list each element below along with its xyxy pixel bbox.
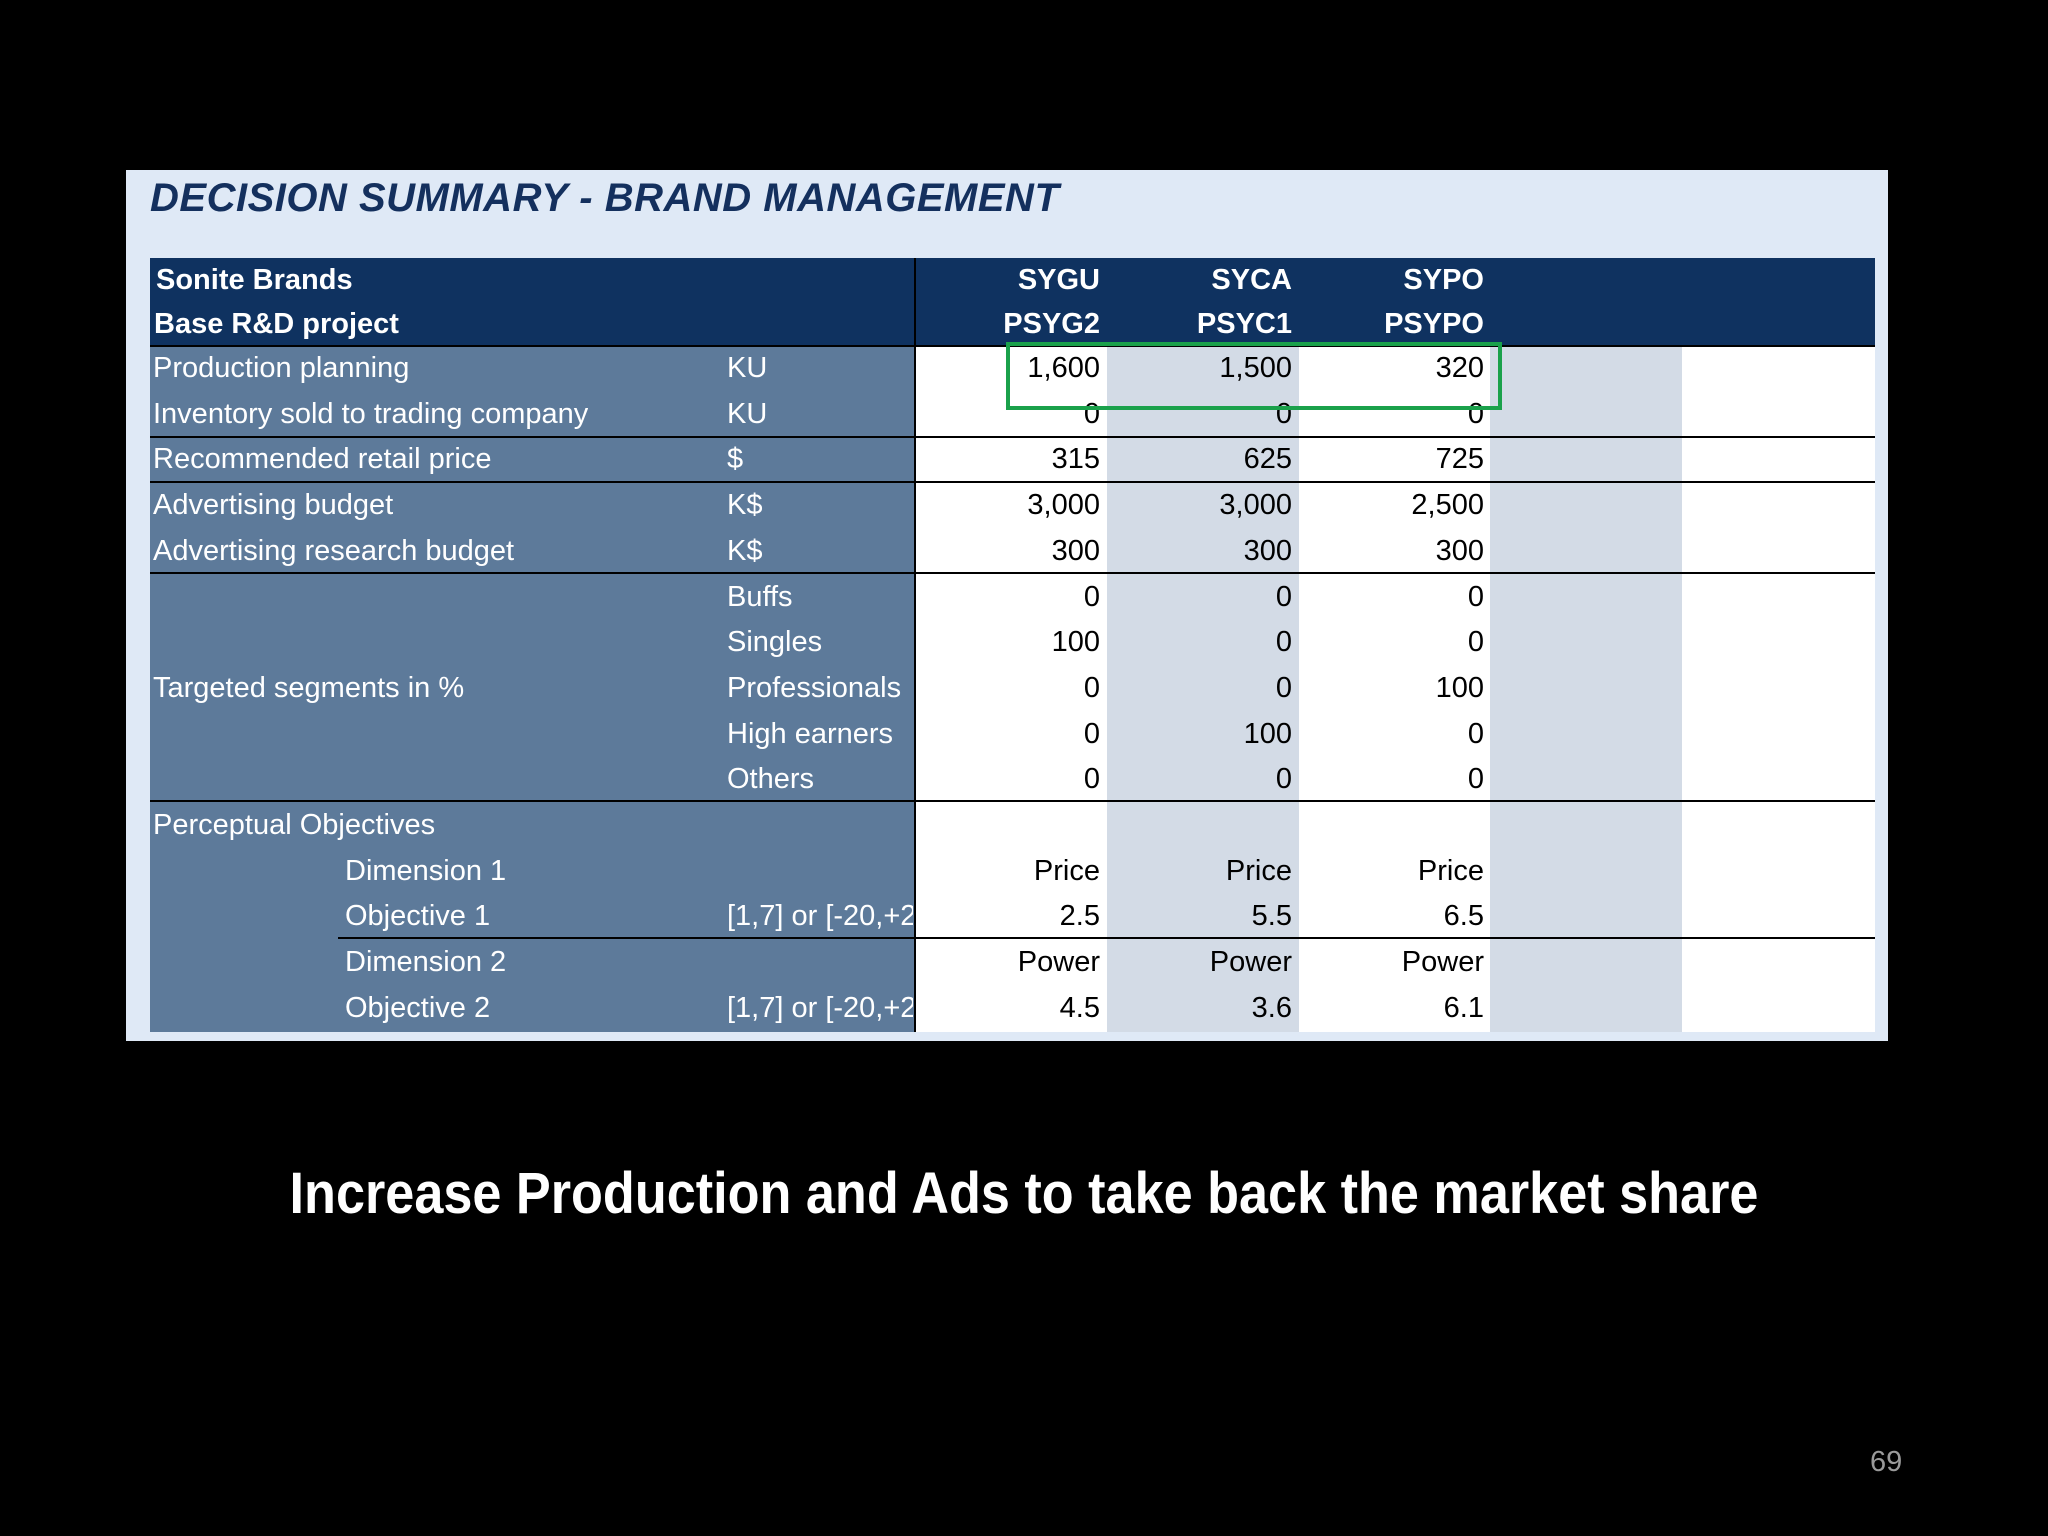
row-divider — [150, 800, 1875, 802]
row-unit: K$ — [727, 489, 763, 521]
value-cell — [1334, 803, 1484, 847]
row-label: Production planning — [153, 352, 410, 384]
row-label: Targeted segments in % — [153, 672, 465, 704]
row-unit: Professionals — [727, 672, 902, 704]
value-cell: 300 — [1243, 535, 1292, 567]
value-cell: 0 — [1083, 763, 1100, 795]
value-cell: 0 — [1467, 763, 1484, 795]
value-cell: 1,600 — [1027, 352, 1100, 384]
value-cell: 625 — [1243, 443, 1292, 475]
row-unit: Singles — [727, 626, 823, 658]
row-unit: [1,7] or [-20,+20] — [727, 992, 913, 1024]
header-base-rd-project: Base R&D project — [154, 308, 399, 340]
decision-summary-table: Sonite Brands Base R&D project SYGU SYCA… — [150, 258, 1875, 1032]
value-cell: 300 — [1435, 535, 1484, 567]
value-cell: 3.6 — [1251, 992, 1292, 1024]
value-cell: 100 — [1435, 672, 1484, 704]
project-psypo: PSYPO — [1384, 308, 1484, 340]
row-divider — [150, 572, 1875, 574]
value-cell: 100 — [1051, 626, 1100, 658]
row-unit — [727, 803, 913, 847]
value-cell: 3,000 — [1027, 489, 1100, 521]
project-psyc1: PSYC1 — [1196, 308, 1292, 340]
row-unit: KU — [727, 398, 768, 430]
slide-caption: Increase Production and Ads to take back… — [289, 1161, 1759, 1226]
page-number: 69 — [1870, 1446, 1903, 1478]
column-divider — [914, 258, 916, 1032]
project-psyg2: PSYG2 — [1003, 308, 1100, 340]
row-unit: High earners — [727, 718, 894, 750]
value-cell: 0 — [1467, 718, 1484, 750]
value-cell: 320 — [1435, 352, 1484, 384]
row-unit: KU — [727, 352, 768, 384]
header-sonite-brands: Sonite Brands — [156, 264, 353, 296]
value-cell — [950, 803, 1100, 847]
value-cell: 6.5 — [1443, 900, 1484, 932]
row-label: Objective 2 — [345, 992, 491, 1024]
value-cell: 4.5 — [1059, 992, 1100, 1024]
value-cell: 2,500 — [1411, 489, 1484, 521]
value-cell: 0 — [1083, 581, 1100, 613]
row-label: Advertising research budget — [153, 535, 515, 567]
value-cell: 0 — [1083, 718, 1100, 750]
value-cell: 0 — [1275, 626, 1292, 658]
value-cell: 0 — [1275, 672, 1292, 704]
value-cell: Power — [1209, 946, 1292, 978]
row-unit: [1,7] or [-20,+20] — [727, 900, 913, 932]
value-cell: 0 — [1275, 763, 1292, 795]
value-cell: Price — [1033, 855, 1100, 887]
row-label: Inventory sold to trading company — [153, 398, 589, 430]
table-header-background — [150, 258, 1875, 346]
value-cell: Price — [1225, 855, 1292, 887]
row-unit — [727, 940, 913, 984]
value-cell: 6.1 — [1443, 992, 1484, 1024]
value-cell: 300 — [1051, 535, 1100, 567]
value-cell: 3,000 — [1219, 489, 1292, 521]
value-cell: 0 — [1467, 626, 1484, 658]
column-band-empty — [1490, 346, 1682, 1032]
value-cell: 1,500 — [1219, 352, 1292, 384]
row-label: Objective 1 — [345, 900, 491, 932]
value-cell: 5.5 — [1251, 900, 1292, 932]
row-unit: Buffs — [727, 581, 793, 613]
row-label: Advertising budget — [153, 489, 394, 521]
value-cell: Power — [1017, 946, 1100, 978]
label-column-background — [150, 346, 915, 1032]
value-cell: Power — [1401, 946, 1484, 978]
column-band-sycа — [1107, 346, 1299, 1032]
value-cell — [1142, 803, 1292, 847]
value-cell: 315 — [1051, 443, 1100, 475]
value-cell: 2.5 — [1059, 900, 1100, 932]
value-area-background — [915, 346, 1875, 1032]
value-cell: 0 — [1467, 581, 1484, 613]
row-divider — [338, 937, 1875, 939]
row-unit: Others — [727, 763, 815, 795]
panel-title: DECISION SUMMARY - BRAND MANAGEMENT — [150, 176, 1060, 220]
row-unit: $ — [727, 443, 744, 475]
row-divider — [150, 481, 1875, 483]
value-cell: 0 — [1275, 581, 1292, 613]
row-label: Perceptual Objectives — [153, 809, 436, 841]
value-cell: 0 — [1083, 672, 1100, 704]
brand-sypo: SYPO — [1403, 264, 1484, 296]
row-label: Dimension 1 — [345, 855, 507, 887]
brand-sygu: SYGU — [1017, 264, 1100, 296]
value-cell: 100 — [1243, 718, 1292, 750]
row-label: Recommended retail price — [153, 443, 492, 475]
row-unit: K$ — [727, 535, 763, 567]
brand-syca: SYCA — [1211, 264, 1292, 296]
value-cell: Price — [1417, 855, 1484, 887]
row-unit — [727, 849, 913, 893]
production-highlight-box — [1006, 342, 1502, 410]
row-label: Dimension 2 — [345, 946, 507, 978]
row-divider — [150, 436, 1875, 438]
value-cell: 725 — [1435, 443, 1484, 475]
row-divider — [150, 345, 1875, 347]
